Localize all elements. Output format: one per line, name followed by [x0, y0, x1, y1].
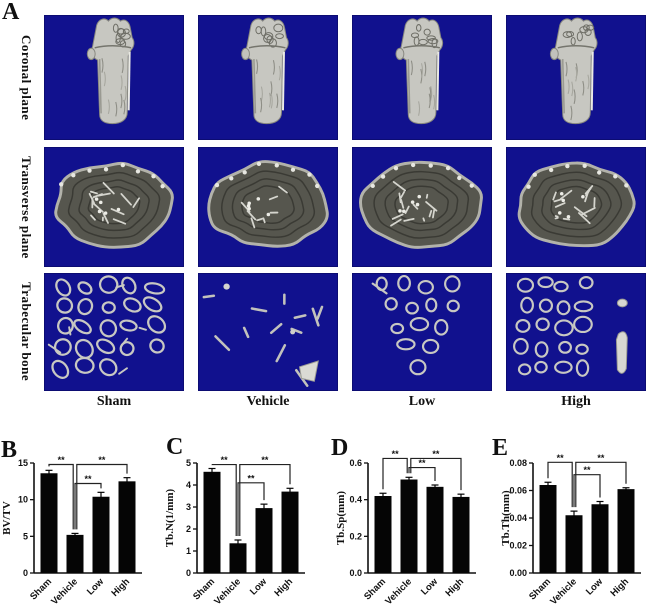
microct-transverse-low [352, 147, 492, 267]
svg-text:**: ** [98, 455, 106, 465]
microct-render [371, 275, 461, 376]
svg-text:0.04: 0.04 [509, 513, 527, 523]
svg-text:**: ** [557, 453, 565, 463]
svg-text:High: High [272, 576, 295, 599]
svg-text:Tb.Th(mm): Tb.Th(mm) [500, 490, 512, 546]
svg-text:Low: Low [584, 576, 606, 598]
row-label-transverse-plane: Transverse plane [19, 155, 34, 259]
svg-text:15: 15 [18, 458, 28, 468]
svg-text:Low: Low [248, 576, 270, 598]
microct-render [241, 17, 289, 125]
microct-render [359, 160, 483, 249]
column-label-high: High [561, 394, 591, 409]
microct-render [47, 275, 167, 379]
microct-render [395, 17, 444, 125]
svg-text:High: High [608, 576, 631, 599]
svg-text:0.6: 0.6 [349, 458, 362, 468]
svg-text:**: ** [418, 458, 426, 468]
svg-text:Tb.N(1/mm): Tb.N(1/mm) [164, 488, 176, 547]
svg-text:5: 5 [186, 458, 191, 468]
svg-text:4: 4 [186, 480, 191, 490]
svg-text:**: ** [392, 449, 400, 459]
microct-trabecular-high [506, 273, 646, 391]
svg-text:0.0: 0.0 [349, 568, 362, 578]
svg-text:**: ** [597, 453, 605, 463]
column-label-vehicle: Vehicle [246, 394, 290, 409]
microct-transverse-sham [44, 147, 184, 267]
svg-text:Vehicle: Vehicle [49, 576, 80, 604]
svg-text:0.06: 0.06 [509, 486, 527, 496]
microct-transverse-vehicle [198, 147, 338, 267]
svg-text:Vehicle: Vehicle [212, 576, 243, 604]
microct-render [54, 161, 174, 249]
svg-text:**: ** [261, 455, 269, 465]
microct-render [549, 17, 598, 125]
row-label-trabecular-bone: Trabecular bone [19, 282, 34, 382]
svg-text:**: ** [58, 455, 66, 465]
microct-trabecular-low [352, 273, 492, 391]
svg-text:**: ** [221, 455, 229, 465]
svg-text:0: 0 [186, 568, 191, 578]
svg-text:2: 2 [186, 524, 191, 534]
svg-text:BV/TV: BV/TV [1, 501, 13, 535]
svg-text:10: 10 [18, 495, 28, 505]
svg-text:0.08: 0.08 [509, 458, 527, 468]
svg-text:Low: Low [419, 576, 441, 598]
svg-text:0.02: 0.02 [509, 541, 527, 551]
microct-render [513, 276, 628, 377]
svg-text:Vehicle: Vehicle [383, 576, 414, 604]
panel-d-label: D [331, 435, 349, 461]
panel-b-label: B [1, 437, 18, 463]
microct-render [86, 17, 135, 125]
svg-text:3: 3 [186, 502, 191, 512]
svg-text:**: ** [583, 465, 591, 475]
svg-text:0.4: 0.4 [349, 495, 362, 505]
column-label-sham: Sham [96, 394, 132, 409]
svg-text:5: 5 [23, 531, 28, 541]
microct-coronal-sham [44, 15, 184, 140]
microct-trabecular-sham [44, 273, 184, 391]
svg-text:High: High [443, 576, 466, 599]
svg-text:High: High [109, 576, 132, 599]
svg-text:**: ** [432, 449, 440, 459]
panel-e-label: E [492, 435, 509, 461]
svg-text:Low: Low [85, 576, 107, 598]
microct-render [207, 160, 329, 248]
microct-coronal-high [506, 15, 646, 140]
svg-text:1: 1 [186, 546, 191, 556]
microct-render [202, 283, 324, 387]
chart-tbth: 0.000.020.040.060.08Tb.Th(mm)ShamVehicle… [500, 453, 641, 604]
svg-text:0.00: 0.00 [509, 568, 527, 578]
svg-text:**: ** [84, 474, 92, 484]
svg-text:Vehicle: Vehicle [548, 576, 579, 604]
panel-c-label: C [166, 434, 184, 460]
microct-coronal-vehicle [198, 15, 338, 140]
svg-text:**: ** [247, 473, 255, 483]
microct-render [517, 161, 636, 248]
svg-text:0: 0 [23, 568, 28, 578]
microct-coronal-low [352, 15, 492, 140]
row-label-coronal-plane: Coronal plane [19, 34, 34, 121]
svg-text:Tb.Sp(mm): Tb.Sp(mm) [335, 491, 347, 545]
column-label-low: Low [408, 394, 436, 409]
microct-trabecular-vehicle [198, 273, 338, 391]
svg-text:0.2: 0.2 [349, 531, 362, 541]
microct-transverse-high [506, 147, 646, 267]
panel-a-label: A [2, 0, 20, 25]
